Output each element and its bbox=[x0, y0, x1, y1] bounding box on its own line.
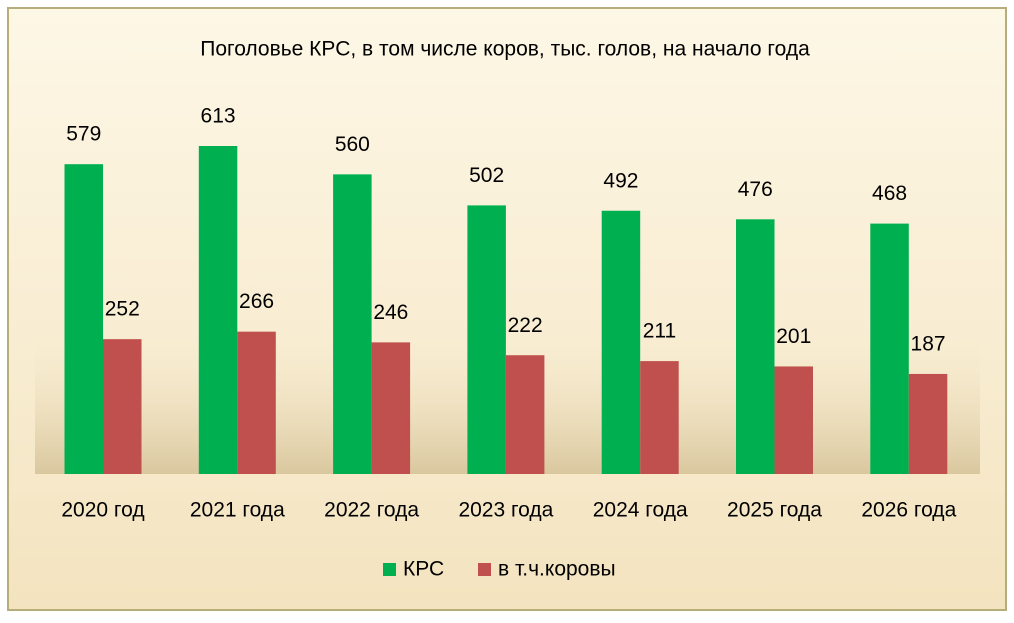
bar bbox=[601, 210, 641, 474]
bar bbox=[64, 164, 103, 474]
data-label: 211 bbox=[643, 320, 676, 343]
data-label: 187 bbox=[911, 332, 946, 355]
bar bbox=[467, 205, 506, 475]
data-label: 560 bbox=[335, 133, 370, 156]
data-label: 613 bbox=[201, 105, 236, 128]
chart-frame bbox=[7, 7, 1007, 611]
x-tick-label: 2024 года bbox=[593, 499, 688, 522]
data-label: 246 bbox=[373, 301, 408, 324]
legend-swatch bbox=[383, 563, 396, 576]
bar bbox=[870, 223, 909, 474]
bar bbox=[333, 174, 372, 474]
bar bbox=[198, 146, 238, 474]
x-tick-label: 2025 года bbox=[727, 499, 822, 522]
bar bbox=[774, 366, 813, 474]
data-label: 579 bbox=[66, 123, 101, 146]
data-label: 266 bbox=[239, 290, 274, 313]
bar bbox=[237, 331, 276, 474]
x-tick-label: 2020 год bbox=[61, 499, 144, 522]
x-tick-label: 2021 года bbox=[190, 499, 285, 522]
data-label: 476 bbox=[738, 178, 773, 201]
data-label: 222 bbox=[508, 314, 543, 337]
bar bbox=[371, 342, 411, 474]
x-tick-label: 2026 года bbox=[861, 499, 956, 522]
data-label: 492 bbox=[603, 169, 638, 192]
bar bbox=[736, 219, 775, 474]
bar bbox=[505, 355, 545, 474]
legend-swatch bbox=[478, 563, 491, 576]
legend-label: в т.ч.коровы bbox=[498, 558, 616, 581]
x-tick-label: 2022 года bbox=[324, 499, 419, 522]
x-tick-label: 2023 года bbox=[458, 499, 553, 522]
bar bbox=[640, 361, 679, 474]
bar bbox=[103, 339, 142, 474]
data-label: 252 bbox=[105, 298, 140, 321]
bar bbox=[908, 373, 948, 474]
data-label: 468 bbox=[872, 182, 907, 205]
legend-label: КРС bbox=[403, 558, 444, 581]
data-label: 502 bbox=[469, 164, 504, 187]
data-label: 201 bbox=[776, 325, 811, 348]
chart-title: Поголовье КРС, в том числе коров, тыс. г… bbox=[200, 38, 810, 61]
